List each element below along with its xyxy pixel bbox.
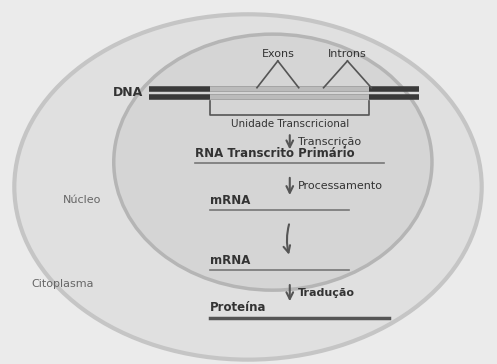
Ellipse shape <box>114 34 432 290</box>
Text: Tradução: Tradução <box>298 288 355 298</box>
Text: mRNA: mRNA <box>210 194 250 207</box>
Text: mRNA: mRNA <box>210 254 250 267</box>
Text: Unidade Transcricional: Unidade Transcricional <box>231 119 349 130</box>
Text: Núcleo: Núcleo <box>63 195 101 205</box>
Ellipse shape <box>14 14 482 360</box>
Text: RNA Transcrito Primário: RNA Transcrito Primário <box>195 147 355 160</box>
Text: Proteína: Proteína <box>210 301 267 314</box>
Text: Transcrição: Transcrição <box>298 137 361 147</box>
Text: Processamento: Processamento <box>298 182 383 191</box>
Text: Introns: Introns <box>328 49 367 59</box>
Text: DNA: DNA <box>113 86 144 99</box>
Text: Exons: Exons <box>261 49 294 59</box>
Text: Citoplasma: Citoplasma <box>31 279 94 289</box>
